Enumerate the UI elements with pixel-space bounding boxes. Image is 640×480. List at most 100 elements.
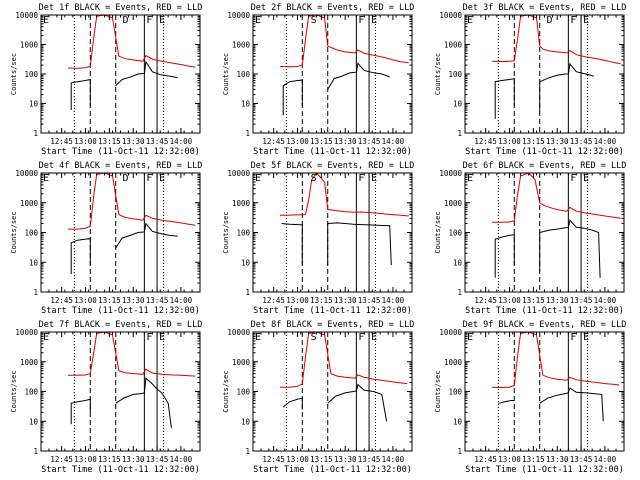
x-tick-label: 13:30 [122,137,145,146]
y-tick-label: 1 [245,129,250,138]
x-axis-label: Start Time (11-Oct-11 12:32:00) [465,147,624,157]
event-marker-label: S [311,15,317,26]
x-tick-label: 13:30 [546,137,569,146]
x-tick-label: 12:45 [262,296,285,305]
x-tick-label: 13:30 [334,455,357,464]
y-tick-label: 1000 [20,199,39,208]
events-series-line [327,383,388,422]
x-tick-label: 12:45 [474,137,497,146]
events-series-line [115,222,178,249]
x-tick-label: 14:00 [382,455,405,464]
lld-series-line [491,15,621,65]
x-tick-label: 13:00 [498,455,521,464]
y-tick-label: 10000 [15,328,38,337]
corner-marker-label: E [255,332,261,343]
corner-marker-label: E [255,173,261,184]
corner-marker-label: E [43,332,49,343]
lld-series-line [68,332,196,377]
x-axis-label: Start Time (11-Oct-11 12:32:00) [253,147,412,157]
event-marker-label: F [358,173,364,184]
x-tick-label: 13:45 [358,296,381,305]
x-tick-label: 12:45 [474,296,497,305]
x-tick-label: 13:45 [146,455,169,464]
y-tick-label: 10 [29,258,39,267]
event-marker-label: E [371,15,377,26]
y-axis-label: Counts/sec [434,211,442,253]
x-axis-label: Start Time (11-Oct-11 12:32:00) [253,465,412,475]
x-tick-label: 13:00 [286,296,309,305]
panel-title: Det 3f BLACK = Events, RED = LLD [463,3,627,13]
x-tick-label: 13:30 [546,296,569,305]
x-tick-label: 12:45 [50,455,73,464]
lld-series-line [279,15,409,68]
x-tick-label: 13:30 [122,455,145,464]
x-tick-label: 13:00 [286,455,309,464]
corner-marker-label: E [467,332,473,343]
x-tick-label: 13:30 [334,296,357,305]
events-series-line [115,377,172,428]
event-marker-label: E [583,15,589,26]
panel-title: Det 5f BLACK = Events, RED = LLD [251,161,415,171]
x-tick-label: 13:15 [310,455,333,464]
y-tick-label: 1000 [444,358,463,367]
lld-series-line [68,173,196,230]
corner-marker-label: E [43,173,49,184]
panel-8: 1 10 100 1000 10000 12:45 13:00 13:15 13:30 13:45… [222,320,414,475]
panel-title: Det 6f BLACK = Events, RED = LLD [463,161,627,171]
x-axis-label: Start Time (11-Oct-11 12:32:00) [41,465,200,475]
x-tick-label: 12:45 [262,137,285,146]
x-tick-label: 13:15 [522,296,545,305]
y-axis-label: Counts/sec [10,211,18,253]
x-axis-label: Start Time (11-Oct-11 12:32:00) [253,306,412,316]
panel-title: Det 4f BLACK = Events, RED = LLD [39,161,203,171]
event-marker-label: E [371,173,377,184]
y-tick-label: 10 [241,100,251,109]
events-series-line [115,60,178,87]
event-marker-label: F [570,15,576,26]
y-tick-label: 10000 [15,169,38,178]
y-tick-label: 10000 [15,11,38,20]
panel-2: 1 10 100 1000 10000 12:45 13:00 13:15 13:30 13:45… [222,3,414,157]
events-series-line [327,62,390,90]
y-tick-label: 100 [448,229,462,238]
lld-series-line [491,332,620,389]
x-tick-label: 12:45 [262,455,285,464]
plot-frame [464,331,625,452]
panel-6: 1 10 100 1000 10000 12:45 13:00 13:15 13:30 13:45… [434,161,626,316]
events-series-line [539,62,594,113]
panel-1: 1 10 100 1000 10000 12:45 13:00 13:15 13:30 13:45… [10,3,202,157]
x-tick-label: 14:00 [170,137,193,146]
event-marker-label: F [146,332,152,343]
panel-title: Det 7f BLACK = Events, RED = LLD [39,320,203,330]
x-axis-label: Start Time (11-Oct-11 12:32:00) [465,306,624,316]
y-tick-label: 10000 [439,169,462,178]
y-tick-label: 100 [24,229,38,238]
x-tick-label: 13:30 [122,296,145,305]
x-tick-label: 14:00 [594,137,617,146]
y-tick-label: 10000 [227,328,250,337]
corner-marker-label: E [467,173,473,184]
y-tick-label: 10000 [227,11,250,20]
event-marker-label: S [311,173,317,184]
events-series-line [498,400,515,404]
x-axis-label: Start Time (11-Oct-11 12:32:00) [465,465,624,475]
y-tick-label: 10 [453,258,463,267]
y-axis-label: Counts/sec [434,370,442,412]
y-tick-label: 10000 [439,11,462,20]
y-tick-label: 1000 [232,199,251,208]
y-tick-label: 1 [457,288,462,297]
x-tick-label: 13:45 [146,137,169,146]
y-tick-label: 1 [33,129,38,138]
events-series-line [494,234,515,278]
x-tick-label: 13:15 [98,137,121,146]
x-tick-label: 13:15 [522,455,545,464]
x-tick-label: 13:15 [310,296,333,305]
y-tick-label: 100 [448,388,462,397]
x-tick-label: 14:00 [170,455,193,464]
corner-marker-label: E [255,15,261,26]
y-axis-label: Counts/sec [10,370,18,412]
events-series-line [282,79,303,116]
x-tick-label: 13:00 [74,296,97,305]
events-series-line [281,223,303,266]
